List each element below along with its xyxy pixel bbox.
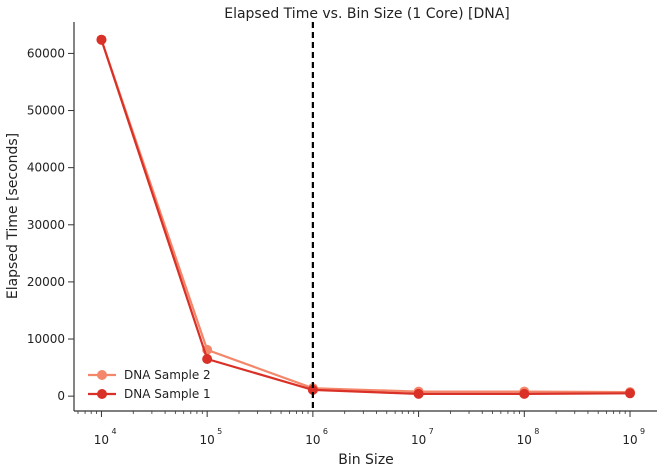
x-tick-exponent: 6 <box>323 427 328 436</box>
data-point <box>413 388 424 399</box>
legend-marker <box>97 389 107 399</box>
y-tick-label: 10000 <box>27 332 65 346</box>
y-tick-label: 50000 <box>27 104 65 118</box>
x-tick-label: 10 <box>622 433 637 447</box>
x-tick-exponent: 8 <box>534 427 539 436</box>
x-tick-label: 10 <box>517 433 532 447</box>
x-tick-label: 10 <box>94 433 109 447</box>
y-ticks: 0 10000 20000 30000 40000 50000 60000 <box>27 46 74 403</box>
x-tick-label: 10 <box>305 433 320 447</box>
data-point <box>307 384 318 395</box>
x-axis-label: Bin Size <box>338 452 394 468</box>
x-tick-exponent: 7 <box>429 427 434 436</box>
x-tick-label: 10 <box>411 433 426 447</box>
series-line <box>100 39 631 394</box>
y-tick-label: 60000 <box>27 46 65 60</box>
legend-label: DNA Sample 1 <box>124 387 211 401</box>
x-tick-label: 10 <box>200 433 215 447</box>
data-point <box>625 388 636 399</box>
y-tick-label: 20000 <box>27 275 65 289</box>
y-tick-label: 40000 <box>27 161 65 175</box>
x-tick-exponent: 9 <box>640 427 645 436</box>
y-axis-label: Elapsed Time [seconds] <box>5 133 21 299</box>
y-tick-label: 30000 <box>27 218 65 232</box>
chart-title: Elapsed Time vs. Bin Size (1 Core) [DNA] <box>224 6 510 22</box>
y-tick-label: 0 <box>57 389 65 403</box>
legend-marker <box>97 370 107 380</box>
legend: DNA Sample 2 DNA Sample 1 <box>88 368 211 401</box>
x-tick-exponent: 4 <box>111 427 116 436</box>
data-point <box>202 354 213 365</box>
plot-area <box>96 22 636 411</box>
series-line <box>100 39 631 395</box>
data-point <box>96 34 107 45</box>
data-point <box>519 388 530 399</box>
legend-label: DNA Sample 2 <box>124 368 211 382</box>
x-tick-exponent: 5 <box>217 427 222 436</box>
